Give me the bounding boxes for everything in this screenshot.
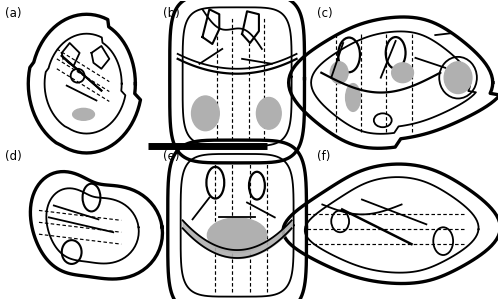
Text: (c): (c) [317,7,332,20]
Ellipse shape [330,62,348,84]
Ellipse shape [444,62,472,94]
Polygon shape [283,164,500,284]
Text: (f): (f) [317,150,330,163]
Polygon shape [168,140,306,300]
Polygon shape [28,14,140,153]
Text: (d): (d) [5,150,21,163]
Text: (b): (b) [164,7,180,20]
Text: (e): (e) [164,150,180,163]
Polygon shape [62,43,80,66]
Polygon shape [92,46,110,69]
Ellipse shape [346,84,360,111]
Polygon shape [170,0,304,163]
Ellipse shape [72,108,94,120]
Ellipse shape [192,96,220,131]
Text: (a): (a) [5,7,21,20]
Polygon shape [202,9,220,44]
Polygon shape [242,11,259,43]
Polygon shape [30,172,162,279]
Ellipse shape [392,63,413,82]
Ellipse shape [208,218,267,253]
Polygon shape [288,17,500,148]
Ellipse shape [256,98,281,129]
